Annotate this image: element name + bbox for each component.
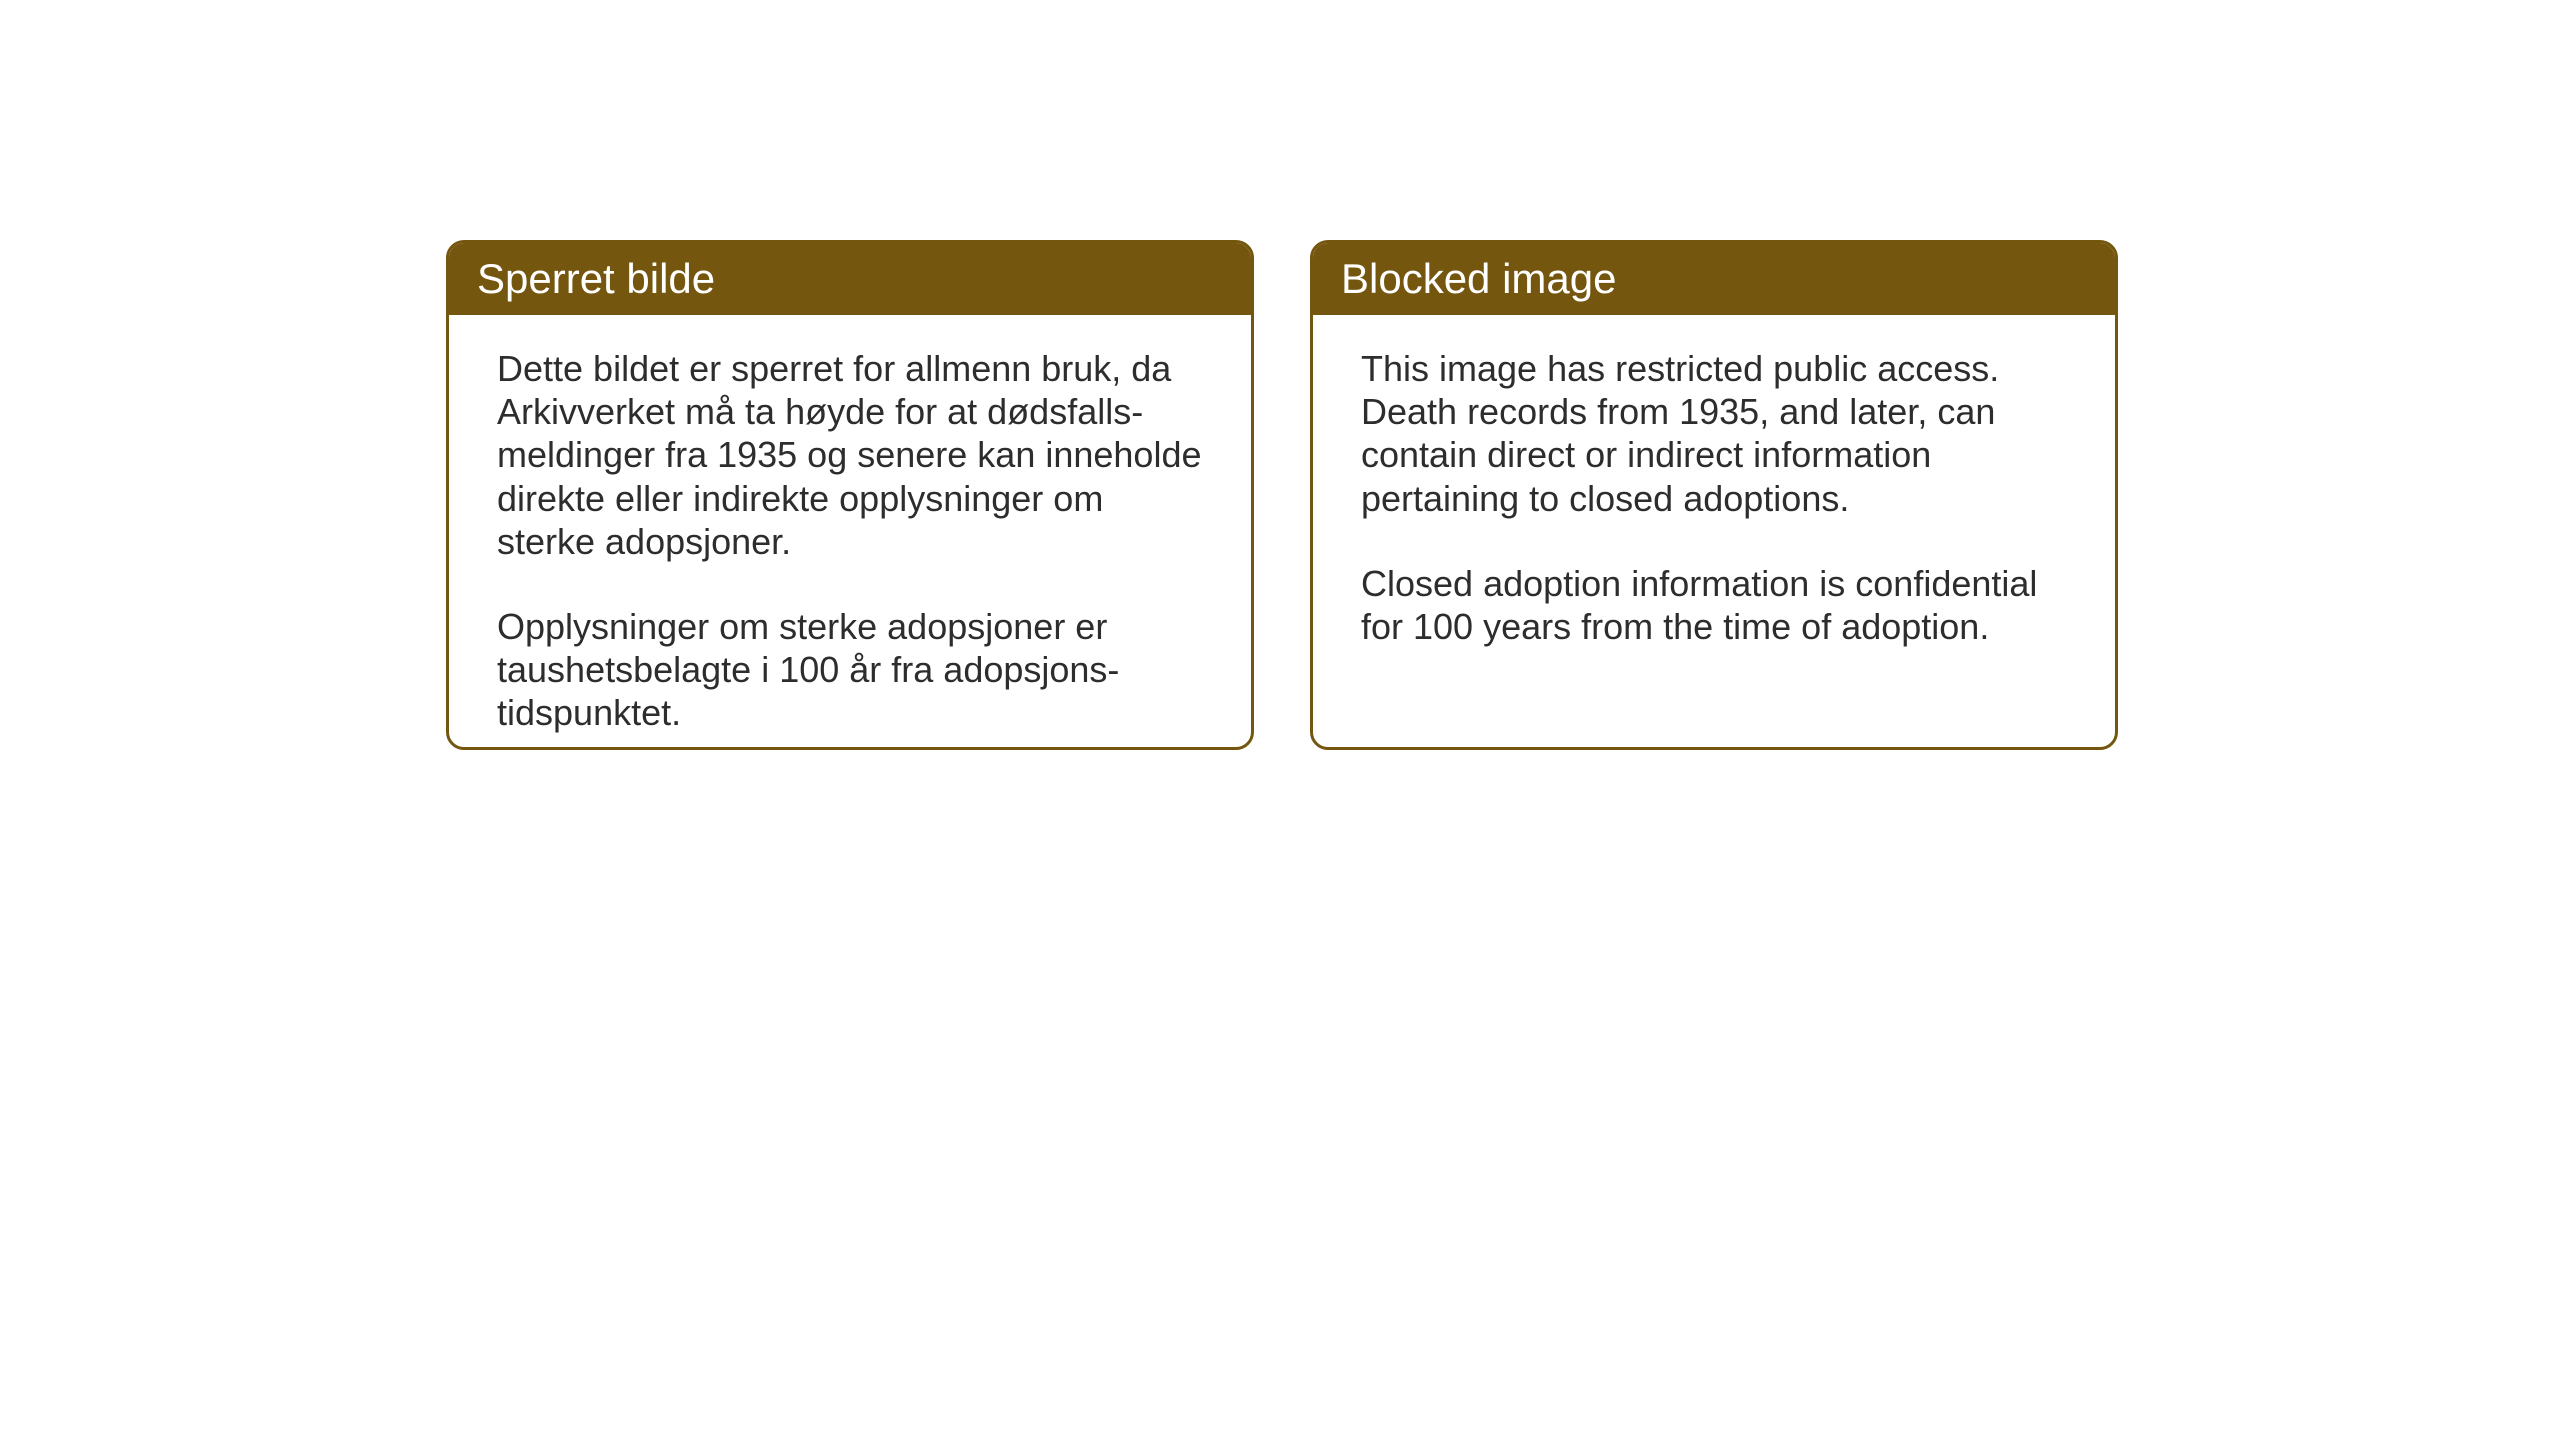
card-title-english: Blocked image: [1341, 255, 1616, 302]
notice-container: Sperret bilde Dette bildet er sperret fo…: [446, 240, 2118, 750]
notice-card-norwegian: Sperret bilde Dette bildet er sperret fo…: [446, 240, 1254, 750]
card-paragraph-norwegian-1: Dette bildet er sperret for allmenn bruk…: [497, 347, 1203, 563]
card-header-english: Blocked image: [1313, 243, 2115, 315]
card-body-english: This image has restricted public access.…: [1313, 315, 2115, 680]
card-header-norwegian: Sperret bilde: [449, 243, 1251, 315]
card-body-norwegian: Dette bildet er sperret for allmenn bruk…: [449, 315, 1251, 750]
notice-card-english: Blocked image This image has restricted …: [1310, 240, 2118, 750]
card-paragraph-english-2: Closed adoption information is confident…: [1361, 562, 2067, 648]
card-paragraph-norwegian-2: Opplysninger om sterke adopsjoner er tau…: [497, 605, 1203, 735]
card-title-norwegian: Sperret bilde: [477, 255, 715, 302]
card-paragraph-english-1: This image has restricted public access.…: [1361, 347, 2067, 520]
